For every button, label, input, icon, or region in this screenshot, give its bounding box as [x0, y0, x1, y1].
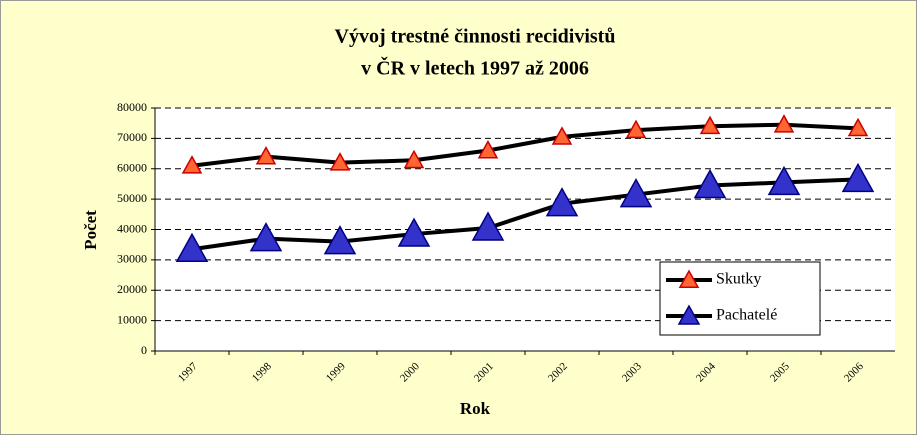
marker — [619, 178, 653, 208]
series-line — [191, 177, 859, 252]
marker — [545, 187, 579, 217]
y-tick-label: 20000 — [117, 282, 147, 296]
series-line — [191, 122, 859, 168]
y-tick-label: 50000 — [117, 191, 147, 205]
y-tick-label: 30000 — [117, 252, 147, 266]
marker — [847, 117, 869, 137]
marker — [329, 152, 351, 171]
marker — [699, 115, 721, 135]
y-tick-label: 10000 — [117, 312, 147, 326]
marker — [397, 217, 431, 247]
legend-label: Pachatelé — [716, 307, 777, 324]
marker — [249, 222, 283, 252]
legend-marker — [678, 269, 700, 288]
marker — [477, 139, 499, 159]
y-tick-label: 0 — [141, 343, 147, 357]
y-tick-label: 80000 — [117, 100, 147, 114]
marker — [693, 168, 727, 199]
chart-title: v ČR v letech 1997 až 2006 — [361, 56, 589, 80]
marker — [625, 119, 647, 139]
marker — [767, 165, 801, 196]
y-tick-label: 70000 — [117, 130, 147, 144]
marker — [255, 146, 277, 165]
y-tick-label: 60000 — [117, 161, 147, 175]
marker — [471, 211, 505, 241]
legend-marker — [677, 304, 701, 325]
x-axis-label: Rok — [460, 399, 491, 418]
marker — [181, 155, 203, 174]
y-tick-label: 40000 — [117, 221, 147, 235]
marker — [773, 114, 795, 133]
marker — [841, 162, 875, 193]
marker — [551, 126, 573, 145]
marker — [323, 225, 357, 255]
y-axis-label: Počet — [81, 210, 100, 250]
legend-label: Skutky — [716, 271, 761, 288]
marker — [175, 232, 209, 262]
chart-title: Vývoj trestné činnosti recidivistů — [335, 26, 616, 48]
marker — [403, 149, 425, 169]
